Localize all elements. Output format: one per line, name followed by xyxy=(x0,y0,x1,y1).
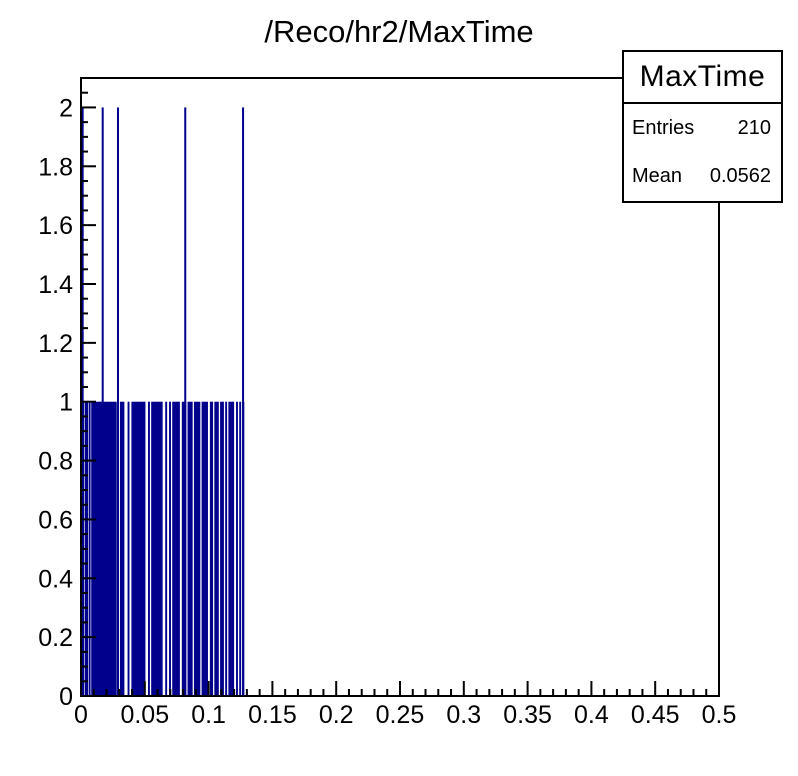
x-tick-label: 0.1 xyxy=(191,701,226,729)
y-tick-label: 1 xyxy=(59,389,73,417)
histogram-bar xyxy=(169,401,171,696)
histogram-bar xyxy=(165,401,168,696)
histogram-bar xyxy=(127,401,130,696)
histogram-spike xyxy=(117,107,119,697)
histogram-bar xyxy=(147,401,150,696)
stats-entries-label: Entries xyxy=(632,116,695,139)
histogram-bar xyxy=(236,401,238,696)
histogram-bar xyxy=(239,401,242,696)
histogram-bar xyxy=(228,401,235,696)
y-tick-label: 1.2 xyxy=(38,330,73,358)
y-tick-label: 2 xyxy=(59,94,73,122)
stats-row-mean: Mean 0.0562 xyxy=(624,153,781,202)
x-tick-label: 0 xyxy=(74,701,88,729)
histogram-bar xyxy=(88,401,91,696)
histogram-bar xyxy=(209,401,214,696)
histogram-bar xyxy=(151,401,163,696)
stats-box: MaxTime Entries 210 Mean 0.0562 xyxy=(622,50,783,203)
histogram-bar xyxy=(172,401,180,696)
histogram-bar xyxy=(225,401,228,696)
y-tick-label: 0.6 xyxy=(38,506,73,534)
y-tick-label: 0 xyxy=(59,683,73,711)
histogram-bar xyxy=(193,401,201,696)
histogram-bar xyxy=(131,401,146,696)
histogram-bar xyxy=(220,401,224,696)
histogram-bar xyxy=(91,401,117,696)
y-tick-label: 0.4 xyxy=(38,565,73,593)
histogram-spike xyxy=(242,107,245,697)
stats-row-entries: Entries 210 xyxy=(624,104,781,153)
x-tick-label: 0.35 xyxy=(503,701,552,729)
y-tick-label: 1.6 xyxy=(38,212,73,240)
x-tick-label: 0.3 xyxy=(446,701,481,729)
histogram-bar xyxy=(214,401,219,696)
y-tick-label: 0.8 xyxy=(38,448,73,476)
chart-title: /Reco/hr2/MaxTime xyxy=(264,14,534,49)
histogram-bar xyxy=(119,401,125,696)
x-tick-label: 0.05 xyxy=(120,701,169,729)
y-tick-label: 1.8 xyxy=(38,153,73,181)
y-tick-label: 0.2 xyxy=(38,624,73,652)
histogram-spike xyxy=(101,107,104,697)
x-tick-label: 0.25 xyxy=(376,701,425,729)
stats-entries-value: 210 xyxy=(737,116,771,139)
x-tick-label: 0.15 xyxy=(248,701,297,729)
histogram-bar xyxy=(201,401,208,696)
stats-mean-value: 0.0562 xyxy=(709,165,771,188)
x-tick-label: 0.5 xyxy=(702,701,737,729)
stats-mean-label: Mean xyxy=(632,165,683,188)
x-tick-label: 0.45 xyxy=(631,701,680,729)
y-tick-label: 1.4 xyxy=(38,271,73,299)
histogram-spike xyxy=(184,107,187,697)
histogram-bar xyxy=(181,401,187,696)
stats-box-title: MaxTime xyxy=(624,52,781,104)
histogram-bar xyxy=(187,401,193,696)
x-tick-label: 0.4 xyxy=(574,701,609,729)
x-tick-label: 0.2 xyxy=(319,701,354,729)
